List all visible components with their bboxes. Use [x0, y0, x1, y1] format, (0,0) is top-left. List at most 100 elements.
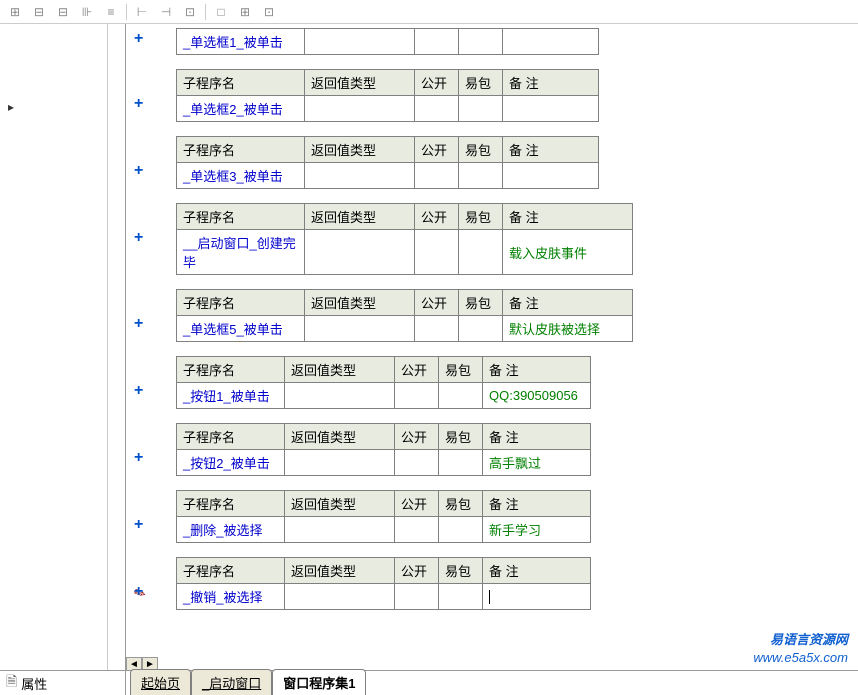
sub-remark-cell[interactable]	[503, 29, 599, 55]
sub-remark-cell[interactable]: 默认皮肤被选择	[503, 316, 633, 342]
sub-pub-cell[interactable]	[415, 29, 459, 55]
toolbar: ⊞⊟⊟⊪≡⊢⊣⊡□⊞⊡	[0, 0, 858, 24]
sub-pkg-cell[interactable]	[459, 29, 503, 55]
sub-rettype-cell[interactable]	[305, 230, 415, 275]
toolbar-button-10[interactable]: ⊡	[258, 2, 280, 22]
sub-pkg-cell[interactable]	[439, 517, 483, 543]
code-editor[interactable]: +_单选框1_被单击+子程序名返回值类型公开易包备 注_单选框2_被单击+子程序…	[126, 24, 858, 670]
left-pane: ▸	[0, 24, 126, 670]
sub-rettype-cell[interactable]	[285, 584, 395, 610]
sub-pkg-cell[interactable]	[459, 316, 503, 342]
sub-remark-cell[interactable]	[503, 163, 599, 189]
col-header-rettype: 返回值类型	[305, 204, 415, 230]
sub-pkg-cell[interactable]	[459, 96, 503, 122]
expand-icon[interactable]: +	[134, 95, 143, 113]
col-header-pkg: 易包	[459, 290, 503, 316]
expand-icon[interactable]: +	[134, 315, 143, 333]
sub-pkg-cell[interactable]	[439, 383, 483, 409]
toolbar-button-7[interactable]: ⊡	[179, 2, 201, 22]
toolbar-button-9[interactable]: ⊞	[234, 2, 256, 22]
sub-remark-cell[interactable]: QQ:390509056	[483, 383, 591, 409]
subroutine-block: +子程序名返回值类型公开易包备 注_删除_被选择新手学习	[150, 490, 858, 543]
sub-pkg-cell[interactable]	[459, 230, 503, 275]
sub-name-cell[interactable]: _单选框1_被单击	[177, 29, 305, 55]
sub-name-cell[interactable]: _单选框2_被单击	[177, 96, 305, 122]
toolbar-button-8[interactable]: □	[210, 2, 232, 22]
subroutine-block: +子程序名返回值类型公开易包备 注_单选框2_被单击	[150, 69, 858, 122]
expand-icon[interactable]: +	[134, 162, 143, 180]
toolbar-button-6[interactable]: ⊣	[155, 2, 177, 22]
toolbar-button-1[interactable]: ⊟	[28, 2, 50, 22]
sub-rettype-cell[interactable]	[285, 517, 395, 543]
sub-name-cell[interactable]: _单选框5_被单击	[177, 316, 305, 342]
sub-pub-cell[interactable]	[415, 163, 459, 189]
sub-pub-cell[interactable]	[395, 517, 439, 543]
expand-icon[interactable]: +	[134, 516, 143, 534]
sub-rettype-cell[interactable]	[305, 316, 415, 342]
sub-remark-cell[interactable]	[483, 584, 591, 610]
col-header-pkg: 易包	[459, 137, 503, 163]
toolbar-button-4[interactable]: ≡	[100, 2, 122, 22]
subroutine-table: 子程序名返回值类型公开易包备 注_单选框5_被单击默认皮肤被选择	[176, 289, 633, 342]
expand-icon[interactable]: +	[134, 30, 143, 48]
col-header-pub: 公开	[415, 137, 459, 163]
subroutine-block: +子程序名返回值类型公开易包备 注__启动窗口_创建完毕载入皮肤事件	[150, 203, 858, 275]
expand-icon[interactable]: +	[134, 382, 143, 400]
subroutine-table: 子程序名返回值类型公开易包备 注_撤销_被选择	[176, 557, 591, 610]
col-header-pkg: 易包	[439, 491, 483, 517]
toolbar-button-3[interactable]: ⊪	[76, 2, 98, 22]
col-header-name: 子程序名	[177, 137, 305, 163]
sub-remark-cell[interactable]: 高手飘过	[483, 450, 591, 476]
expand-icon[interactable]: +	[134, 583, 143, 601]
toolbar-button-2[interactable]: ⊟	[52, 2, 74, 22]
sub-name-cell[interactable]: _删除_被选择	[177, 517, 285, 543]
subroutine-block: +_单选框1_被单击	[150, 28, 858, 55]
sub-rettype-cell[interactable]	[305, 96, 415, 122]
sub-pub-cell[interactable]	[415, 96, 459, 122]
col-header-remark: 备 注	[503, 204, 633, 230]
sub-name-cell[interactable]: _按钮1_被单击	[177, 383, 285, 409]
sub-name-cell[interactable]: __启动窗口_创建完毕	[177, 230, 305, 275]
sub-pub-cell[interactable]	[395, 584, 439, 610]
col-header-remark: 备 注	[503, 70, 599, 96]
subroutine-block: +子程序名返回值类型公开易包备 注_按钮2_被单击高手飘过	[150, 423, 858, 476]
col-header-rettype: 返回值类型	[305, 137, 415, 163]
properties-panel-header[interactable]: 🗎 属性	[0, 671, 126, 695]
subroutine-block: +子程序名返回值类型公开易包备 注_单选框3_被单击	[150, 136, 858, 189]
subroutine-block: ✎+子程序名返回值类型公开易包备 注_撤销_被选择	[150, 557, 858, 610]
sub-name-cell[interactable]: _撤销_被选择	[177, 584, 285, 610]
watermark-en: www.e5a5x.com	[753, 649, 848, 667]
sub-rettype-cell[interactable]	[305, 29, 415, 55]
col-header-pkg: 易包	[439, 424, 483, 450]
subroutine-table: 子程序名返回值类型公开易包备 注_单选框3_被单击	[176, 136, 599, 189]
toolbar-button-0[interactable]: ⊞	[4, 2, 26, 22]
col-header-pub: 公开	[415, 70, 459, 96]
file-tab[interactable]: _启动窗口	[191, 669, 272, 695]
col-header-name: 子程序名	[177, 290, 305, 316]
expand-icon[interactable]: +	[134, 449, 143, 467]
sub-pkg-cell[interactable]	[459, 163, 503, 189]
sub-pub-cell[interactable]	[415, 230, 459, 275]
col-header-name: 子程序名	[177, 70, 305, 96]
sub-name-cell[interactable]: _单选框3_被单击	[177, 163, 305, 189]
sub-rettype-cell[interactable]	[285, 383, 395, 409]
sub-rettype-cell[interactable]	[285, 450, 395, 476]
sub-pkg-cell[interactable]	[439, 450, 483, 476]
watermark: 易语言资源网 www.e5a5x.com	[753, 631, 848, 667]
sub-remark-cell[interactable]	[503, 96, 599, 122]
sub-pub-cell[interactable]	[415, 316, 459, 342]
sub-rettype-cell[interactable]	[305, 163, 415, 189]
sub-name-cell[interactable]: _按钮2_被单击	[177, 450, 285, 476]
subroutine-block: +子程序名返回值类型公开易包备 注_单选框5_被单击默认皮肤被选择	[150, 289, 858, 342]
expand-icon[interactable]: +	[134, 229, 143, 247]
left-pane-marker: ▸	[8, 100, 14, 114]
sub-remark-cell[interactable]: 新手学习	[483, 517, 591, 543]
sub-remark-cell[interactable]: 载入皮肤事件	[503, 230, 633, 275]
sub-pub-cell[interactable]	[395, 383, 439, 409]
toolbar-button-5[interactable]: ⊢	[131, 2, 153, 22]
file-tab[interactable]: 起始页	[130, 669, 191, 695]
sub-pkg-cell[interactable]	[439, 584, 483, 610]
col-header-rettype: 返回值类型	[285, 558, 395, 584]
sub-pub-cell[interactable]	[395, 450, 439, 476]
file-tab[interactable]: 窗口程序集1	[272, 669, 366, 695]
